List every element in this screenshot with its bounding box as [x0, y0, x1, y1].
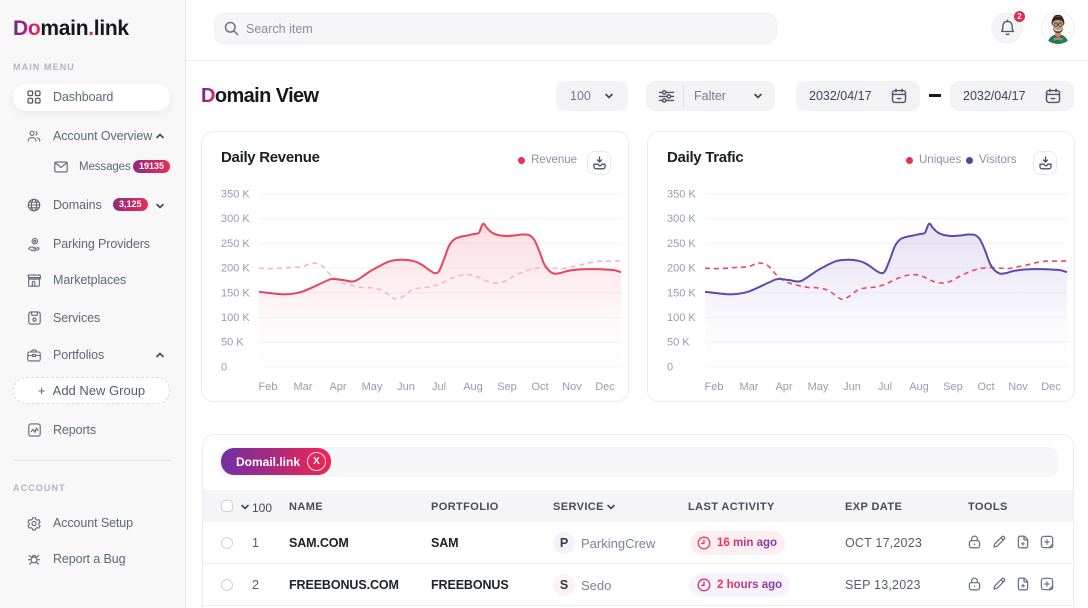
svg-text:Jul: Jul	[432, 381, 446, 393]
svg-text:Dec: Dec	[595, 381, 615, 393]
svg-text:Oct: Oct	[977, 381, 994, 393]
svg-text:100 K: 100 K	[667, 312, 696, 324]
svg-text:Jun: Jun	[843, 381, 861, 393]
svg-text:350 K: 350 K	[667, 189, 696, 201]
svg-text:Aug: Aug	[463, 381, 483, 393]
svg-text:Oct: Oct	[531, 381, 548, 393]
svg-text:Dec: Dec	[1041, 381, 1061, 393]
svg-text:Jun: Jun	[397, 381, 415, 393]
svg-text:Mar: Mar	[740, 381, 759, 393]
svg-text:350 K: 350 K	[221, 189, 250, 201]
svg-text:50 K: 50 K	[667, 337, 690, 349]
svg-text:Mar: Mar	[294, 381, 313, 393]
svg-text:Apr: Apr	[329, 381, 346, 393]
svg-text:Feb: Feb	[705, 381, 724, 393]
svg-text:Nov: Nov	[562, 381, 582, 393]
svg-text:May: May	[808, 381, 829, 393]
svg-text:100 K: 100 K	[221, 312, 250, 324]
svg-text:200 K: 200 K	[667, 263, 696, 275]
svg-text:Feb: Feb	[259, 381, 278, 393]
svg-text:Sep: Sep	[497, 381, 517, 393]
svg-text:250 K: 250 K	[221, 238, 250, 250]
svg-text:250 K: 250 K	[667, 238, 696, 250]
svg-text:Aug: Aug	[909, 381, 929, 393]
svg-text:May: May	[362, 381, 383, 393]
svg-text:Sep: Sep	[943, 381, 963, 393]
svg-text:300 K: 300 K	[221, 213, 250, 225]
svg-text:Jul: Jul	[878, 381, 892, 393]
svg-text:50 K: 50 K	[221, 337, 244, 349]
svg-text:150 K: 150 K	[221, 287, 250, 299]
svg-text:Apr: Apr	[775, 381, 792, 393]
svg-text:300 K: 300 K	[667, 213, 696, 225]
svg-text:Nov: Nov	[1008, 381, 1028, 393]
svg-text:200 K: 200 K	[221, 263, 250, 275]
svg-text:0: 0	[667, 361, 673, 373]
svg-text:0: 0	[221, 361, 227, 373]
svg-text:150 K: 150 K	[667, 287, 696, 299]
